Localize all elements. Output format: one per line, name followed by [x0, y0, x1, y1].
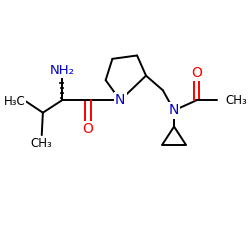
Text: H₃C: H₃C	[4, 95, 25, 108]
Text: NH₂: NH₂	[50, 64, 74, 76]
Text: CH₃: CH₃	[226, 94, 247, 107]
Text: O: O	[191, 66, 202, 80]
Text: CH₃: CH₃	[31, 137, 52, 150]
Text: N: N	[115, 93, 126, 107]
Text: O: O	[82, 122, 93, 136]
Text: N: N	[169, 104, 179, 118]
